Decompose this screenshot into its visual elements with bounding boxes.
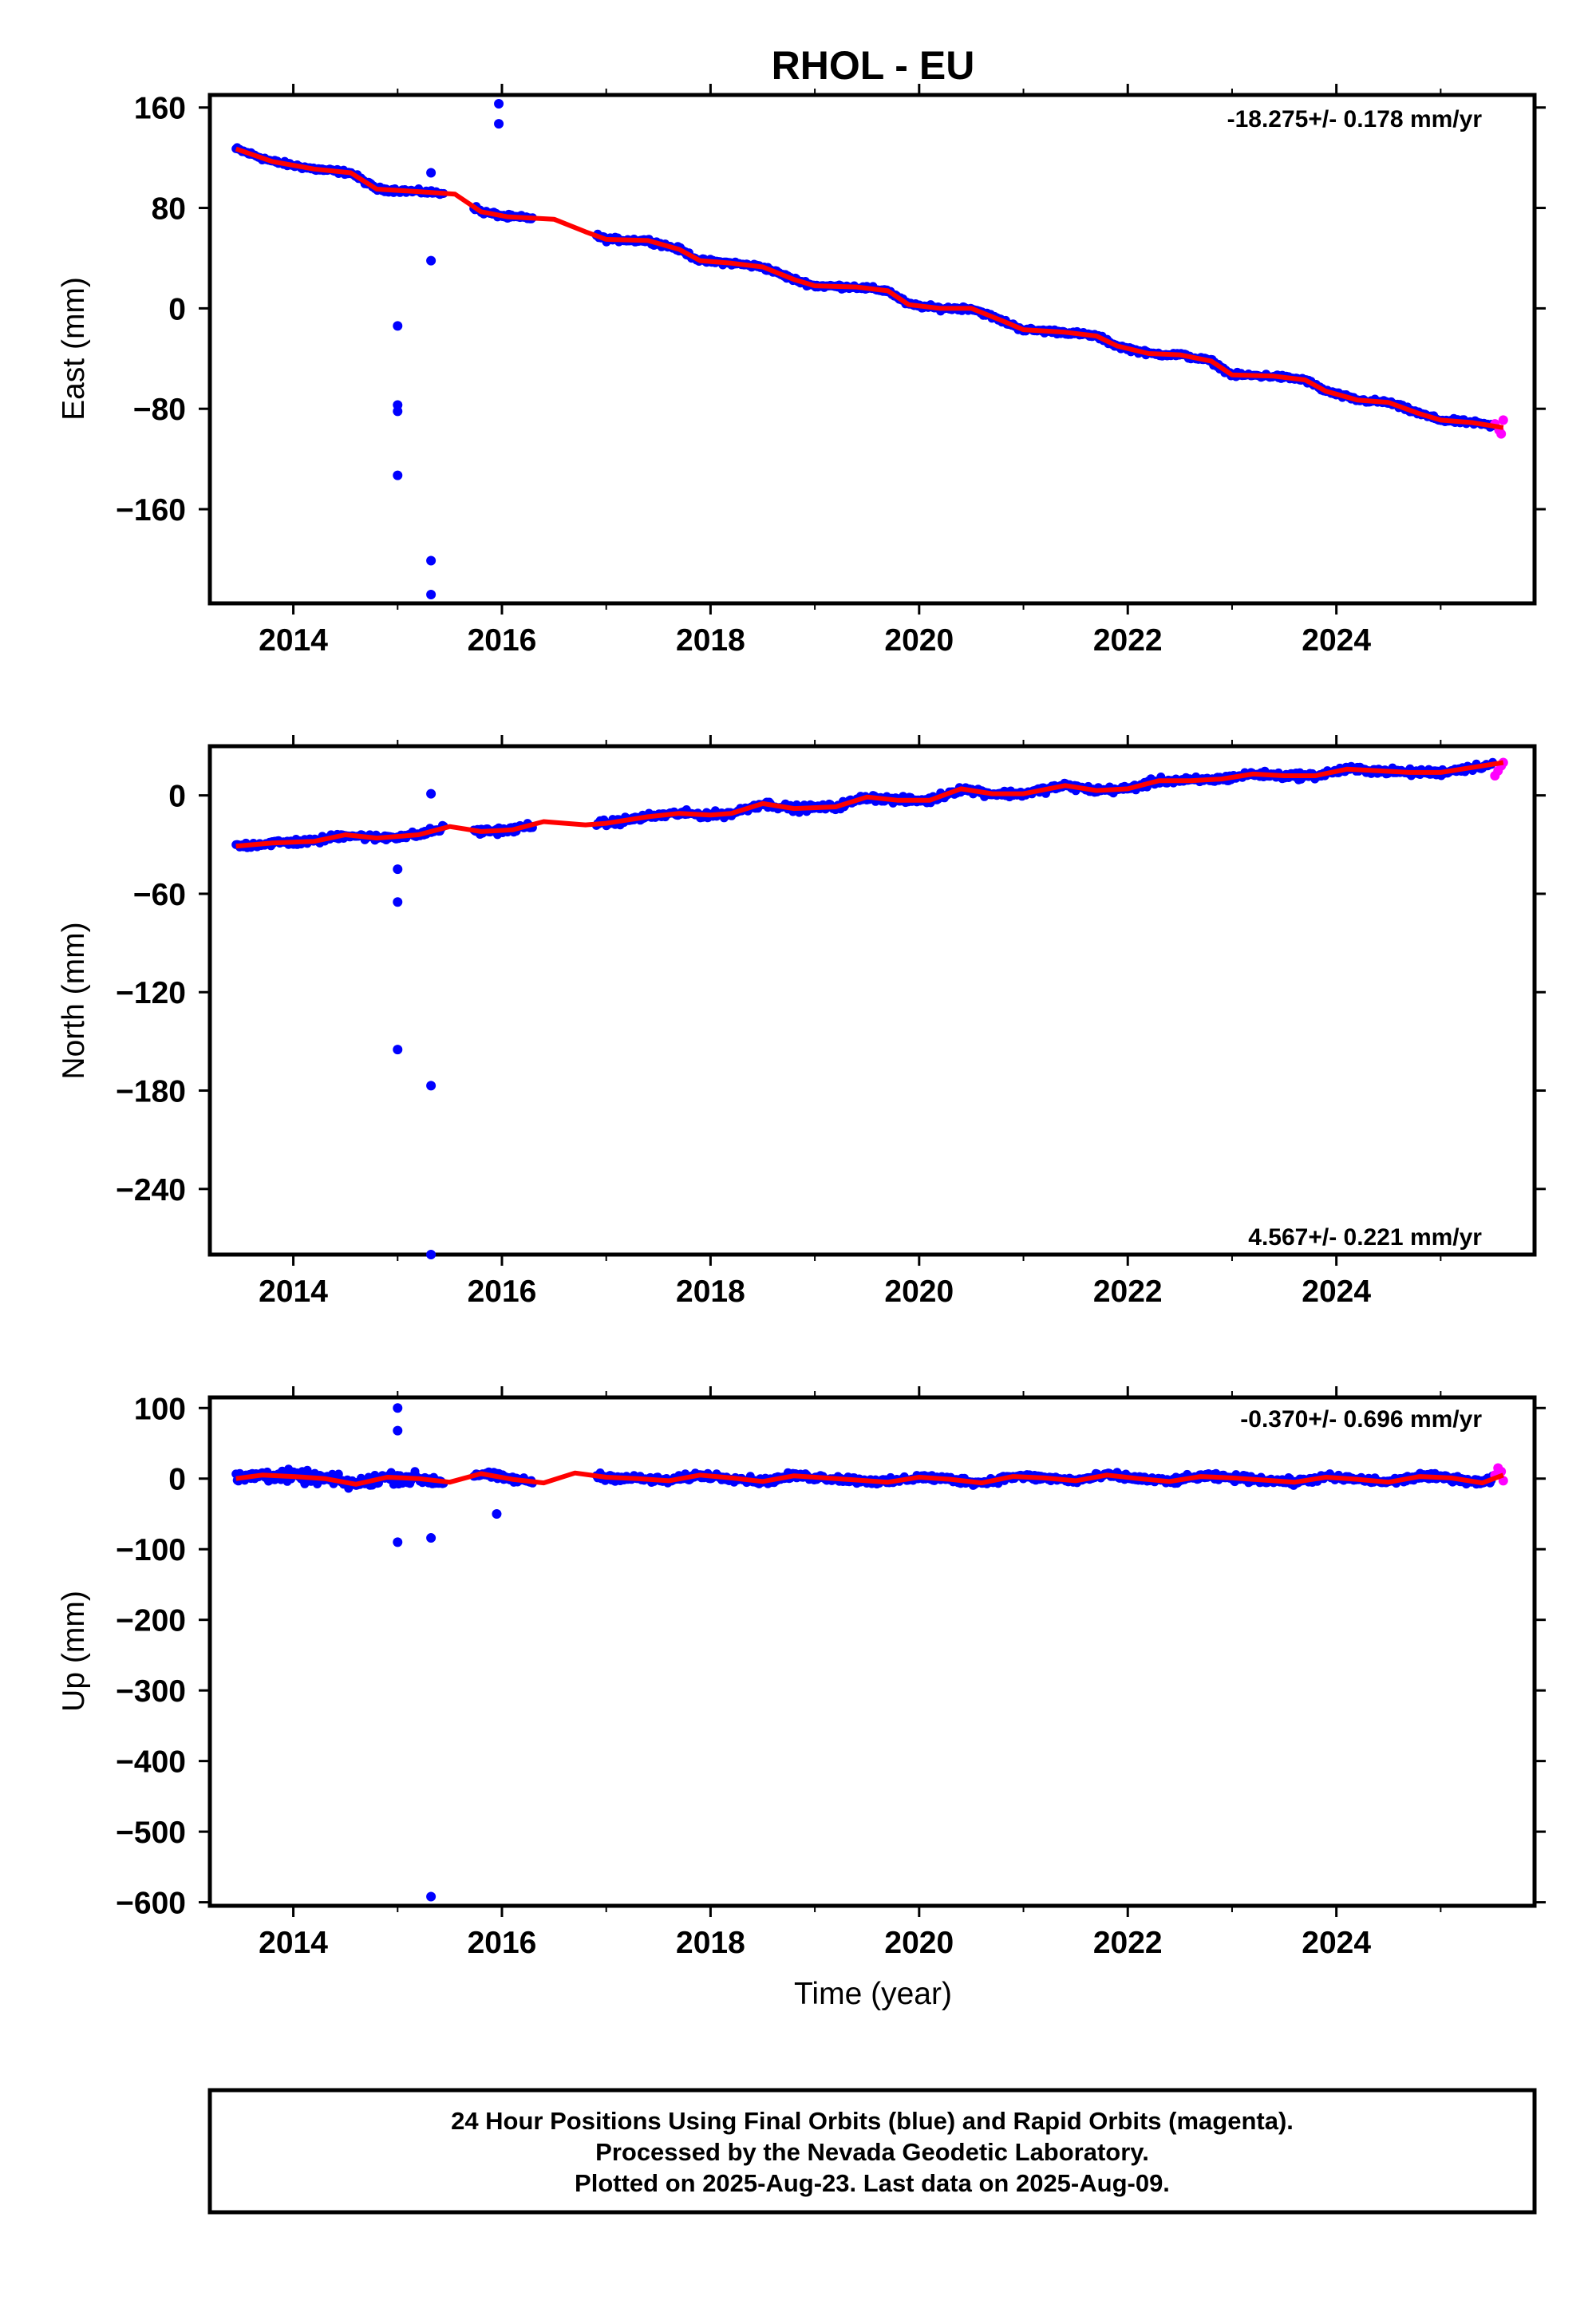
east-x-tick-label: 2020: [884, 623, 954, 658]
footer-line-1: 24 Hour Positions Using Final Orbits (bl…: [451, 2107, 1294, 2135]
panel-east: 2014 2016 2018 2020 2022 2024 160 80 0 −80 −160 -1…: [57, 84, 1546, 658]
up-y-tick-label: 100: [134, 1392, 186, 1426]
north-outliers-point: [426, 1250, 437, 1259]
east-outliers-point: [426, 168, 437, 178]
up-x-tick-label: 2020: [884, 1926, 954, 1960]
east-y-tick-label: −80: [133, 393, 186, 427]
up-outliers-point: [426, 1891, 437, 1902]
north-marks: [231, 757, 1508, 1259]
north-outliers-point: [426, 1081, 437, 1091]
north-y-tick-label: 0: [168, 780, 186, 814]
up-y-tick-label: −100: [116, 1533, 186, 1567]
up-y-tick-label: −300: [116, 1674, 186, 1709]
north-outliers-point: [393, 864, 403, 875]
north-x-tick-label: 2018: [676, 1275, 745, 1309]
east-rapid-point: [1496, 429, 1507, 439]
east-outliers-point: [426, 555, 437, 566]
east-marks: [231, 99, 1508, 599]
up-outliers-point: [393, 1403, 403, 1413]
east-x-tick-label: 2024: [1302, 623, 1371, 658]
east-outliers-point: [494, 119, 504, 129]
east-ticks: 2014 2016 2018 2020 2022 2024 160 80 0 −80 −160: [116, 84, 1546, 658]
north-outliers-point: [426, 788, 437, 799]
east-outliers-point: [393, 321, 403, 331]
north-x-tick-label: 2014: [259, 1275, 328, 1309]
footer-line-3: Plotted on 2025-Aug-23. Last data on 202…: [575, 2169, 1170, 2197]
up-marks: [231, 1403, 1508, 1902]
north-outliers-point: [393, 897, 403, 907]
footer-frame: [207, 2088, 1537, 2215]
north-y-tick-label: −180: [116, 1075, 186, 1109]
footer-box: 24 Hour Positions Using Final Orbits (bl…: [207, 2088, 1537, 2215]
north-x-tick-label: 2016: [468, 1275, 537, 1309]
north-y-tick-label: −60: [133, 878, 186, 912]
east-outliers-point: [426, 589, 437, 599]
up-x-tick-label: 2024: [1302, 1926, 1371, 1960]
up-plot-frame: [207, 1395, 1537, 1908]
east-y-tick-label: 0: [168, 292, 186, 326]
x-axis-label: Time (year): [794, 1977, 952, 2011]
east-x-tick-label: 2022: [1093, 623, 1163, 658]
east-y-tick-label: −160: [116, 493, 186, 528]
up-data-point: [334, 1469, 343, 1479]
east-x-tick-label: 2016: [468, 623, 537, 658]
north-plot-frame: [207, 744, 1537, 1257]
chart-title: RHOL - EU: [772, 43, 975, 88]
up-x-tick-label: 2016: [468, 1926, 537, 1960]
east-y-axis-label: East (mm): [57, 277, 91, 421]
footer-line-2: Processed by the Nevada Geodetic Laborat…: [595, 2138, 1149, 2166]
east-plot-frame: [207, 93, 1537, 606]
up-fit-line: [235, 1470, 1504, 1487]
up-rate-label: -0.370+/- 0.696 mm/yr: [1240, 1406, 1482, 1433]
panel-north: 2014 2016 2018 2020 2022 2024 0 −60 −120 −180 −240…: [57, 735, 1546, 1309]
north-y-axis-label: North (mm): [57, 922, 91, 1079]
up-rapid-point: [1496, 1466, 1507, 1476]
panel-up: 2014 2016 2018 2020 2022 2024 100 0 −100 −200 −300…: [57, 1386, 1546, 1960]
up-outliers-point: [393, 1537, 403, 1547]
up-y-tick-label: −200: [116, 1604, 186, 1638]
east-outliers-point: [494, 99, 504, 109]
up-y-tick-label: 0: [168, 1463, 186, 1497]
up-x-tick-label: 2018: [676, 1926, 745, 1960]
up-x-tick-label: 2022: [1093, 1926, 1163, 1960]
up-x-tick-label: 2014: [259, 1926, 328, 1960]
north-rate-label: 4.567+/- 0.221 mm/yr: [1248, 1224, 1482, 1251]
east-rate-label: -18.275+/- 0.178 mm/yr: [1227, 106, 1483, 132]
north-fit-line: [235, 760, 1504, 849]
east-fit-line: [235, 146, 1504, 430]
east-x-tick-label: 2018: [676, 623, 745, 658]
east-x-tick-label: 2014: [259, 623, 328, 658]
east-rapid-point: [1498, 415, 1508, 425]
north-y-tick-label: −120: [116, 976, 186, 1010]
east-outliers-point: [426, 255, 437, 266]
north-y-tick-label: −240: [116, 1173, 186, 1207]
east-outliers-point: [393, 406, 403, 417]
north-daily-positions: [231, 757, 1497, 852]
north-x-tick-label: 2020: [884, 1275, 954, 1309]
up-outliers-point: [393, 1425, 403, 1436]
up-y-tick-label: −600: [116, 1887, 186, 1921]
up-outliers-point: [426, 1533, 437, 1543]
east-outliers-point: [393, 470, 403, 480]
east-y-tick-label: 80: [152, 192, 186, 227]
up-ticks: 2014 2016 2018 2020 2022 2024 100 0 −100 −200 −300…: [116, 1386, 1546, 1960]
up-y-axis-label: Up (mm): [57, 1591, 91, 1712]
north-outliers-point: [393, 1045, 403, 1055]
east-y-tick-label: 160: [134, 92, 186, 126]
north-ticks: 2014 2016 2018 2020 2022 2024 0 −60 −120 −180 −240: [116, 735, 1546, 1309]
up-y-tick-label: −400: [116, 1745, 186, 1780]
north-x-tick-label: 2024: [1302, 1275, 1371, 1309]
up-y-tick-label: −500: [116, 1816, 186, 1850]
up-outliers-point: [492, 1508, 502, 1519]
north-x-tick-label: 2022: [1093, 1275, 1163, 1309]
